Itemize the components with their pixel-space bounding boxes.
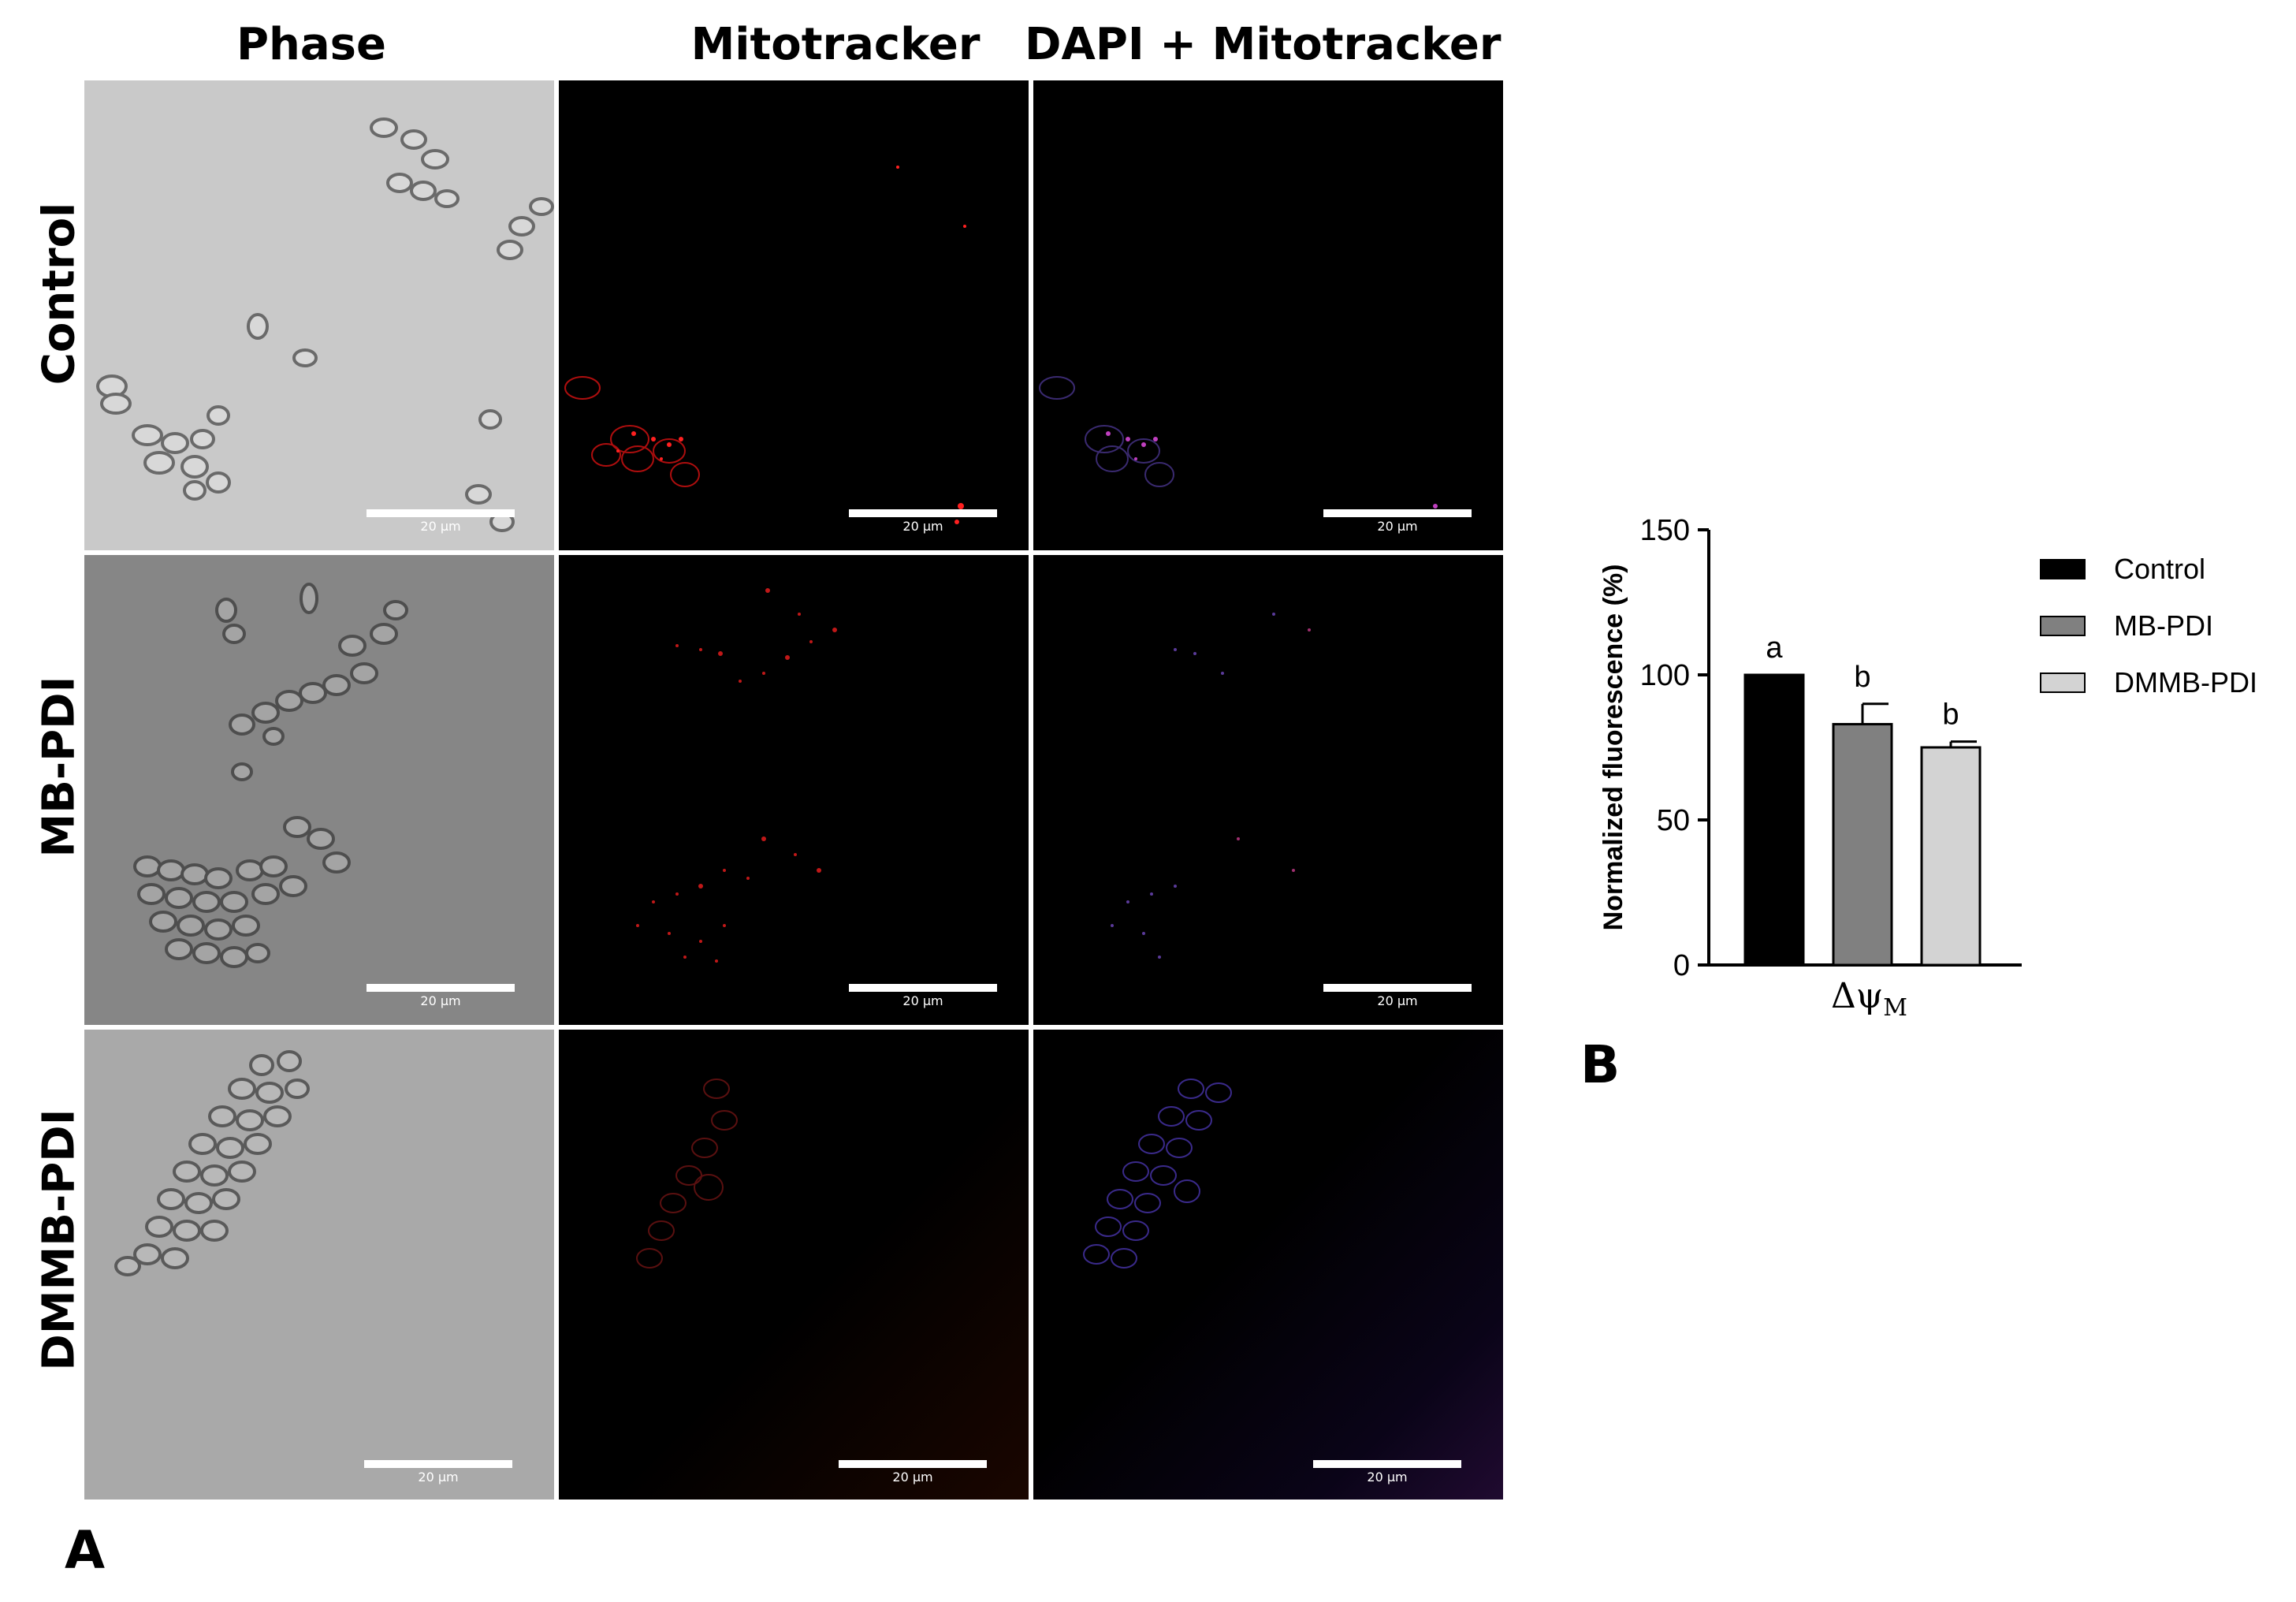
bar-mb-pdi <box>1832 723 1893 967</box>
y-tick-label: 150 <box>1640 514 1690 547</box>
cells-illustration <box>96 117 554 532</box>
bar-control <box>1743 673 1805 967</box>
scale-bar-label: 20 µm <box>1377 993 1418 1008</box>
scale-bar <box>1313 1460 1461 1468</box>
scale-bar <box>1323 509 1472 517</box>
x-axis-label-subscript: M <box>1883 994 1907 1022</box>
stained-cells-illustration <box>1039 376 1438 509</box>
row-title-control: Control <box>33 202 85 386</box>
scale-bar <box>1323 984 1472 992</box>
legend-label-control: Control <box>2114 553 2206 585</box>
legend-label-dmmb-pdi: DMMB-PDI <box>2114 666 2257 699</box>
legend-item-control: Control <box>2040 541 2257 598</box>
micrograph-dapi-mitotracker-mb-pdi: 20 µm <box>1033 555 1503 1025</box>
scale-bar-label: 20 µm <box>892 1470 933 1485</box>
x-axis-label: ΔψM <box>1831 976 1907 1022</box>
scale-bar <box>839 1460 987 1468</box>
mitochondria-illustration <box>636 1079 738 1269</box>
stained-cells-illustration <box>1111 613 1311 959</box>
micrograph-phase-control: 20 µm <box>84 80 554 550</box>
scale-bar-label: 20 µm <box>1377 519 1418 534</box>
column-title-dapi-mitotracker: DAPI + Mitotracker <box>1025 19 1502 70</box>
y-tick-label: 100 <box>1640 659 1690 692</box>
legend-swatch-control <box>2040 559 2086 579</box>
legend-label-mb-pdi: MB-PDI <box>2114 609 2213 642</box>
scale-bar-label: 20 µm <box>1367 1470 1408 1485</box>
micrograph-dapi-mitotracker-dmmb-pdi: 20 µm <box>1033 1030 1503 1500</box>
micrograph-dapi-mitotracker-control: 20 µm <box>1033 80 1503 550</box>
micrograph-mitotracker-control: 20 µm <box>559 80 1029 550</box>
micrograph-mitotracker-dmmb-pdi: 20 µm <box>559 1030 1029 1500</box>
mitochondria-illustration <box>564 166 966 524</box>
row-title-dmmb-pdi: DMMB-PDI <box>33 1108 85 1371</box>
scale-bar-label: 20 µm <box>420 519 461 534</box>
cells-illustration <box>133 583 408 968</box>
scale-bar-label: 20 µm <box>420 993 461 1008</box>
scale-bar-label: 20 µm <box>902 993 943 1008</box>
scale-bar <box>367 984 515 992</box>
row-title-mb-pdi: MB-PDI <box>33 676 85 858</box>
micrograph-phase-dmmb-pdi: 20 µm <box>84 1030 554 1500</box>
scale-bar <box>849 984 997 992</box>
mitochondria-illustration <box>636 588 837 963</box>
column-title-mitotracker: Mitotracker <box>690 19 981 70</box>
micrograph-phase-mb-pdi: 20 µm <box>84 555 554 1025</box>
significance-letter: a <box>1766 631 1783 665</box>
significance-letter: b <box>1942 699 1959 732</box>
column-title-phase: Phase <box>236 19 386 70</box>
y-tick-label: 50 <box>1657 804 1690 837</box>
chart-legend: Control MB-PDI DMMB-PDI <box>2040 541 2257 711</box>
y-tick-label: 0 <box>1673 949 1690 982</box>
cells-illustration <box>114 1050 310 1276</box>
scale-bar <box>849 509 997 517</box>
legend-swatch-mb-pdi <box>2040 616 2086 636</box>
significance-letter: b <box>1854 661 1870 694</box>
scale-bar-label: 20 µm <box>418 1470 459 1485</box>
panel-label-a: A <box>65 1520 106 1581</box>
y-axis-label: Normalized fluorescence (%) <box>1598 564 1628 931</box>
bar-dmmb-pdi <box>1920 746 1982 967</box>
scale-bar <box>367 509 515 517</box>
legend-item-mb-pdi: MB-PDI <box>2040 598 2257 654</box>
stained-cells-illustration <box>1083 1079 1232 1269</box>
scale-bar <box>364 1460 512 1468</box>
panel-label-b: B <box>1580 1034 1621 1095</box>
legend-swatch-dmmb-pdi <box>2040 672 2086 693</box>
legend-item-dmmb-pdi: DMMB-PDI <box>2040 654 2257 711</box>
scale-bar-label: 20 µm <box>902 519 943 534</box>
micrograph-mitotracker-mb-pdi: 20 µm <box>559 555 1029 1025</box>
chart-bars: a b b <box>1743 631 1982 967</box>
